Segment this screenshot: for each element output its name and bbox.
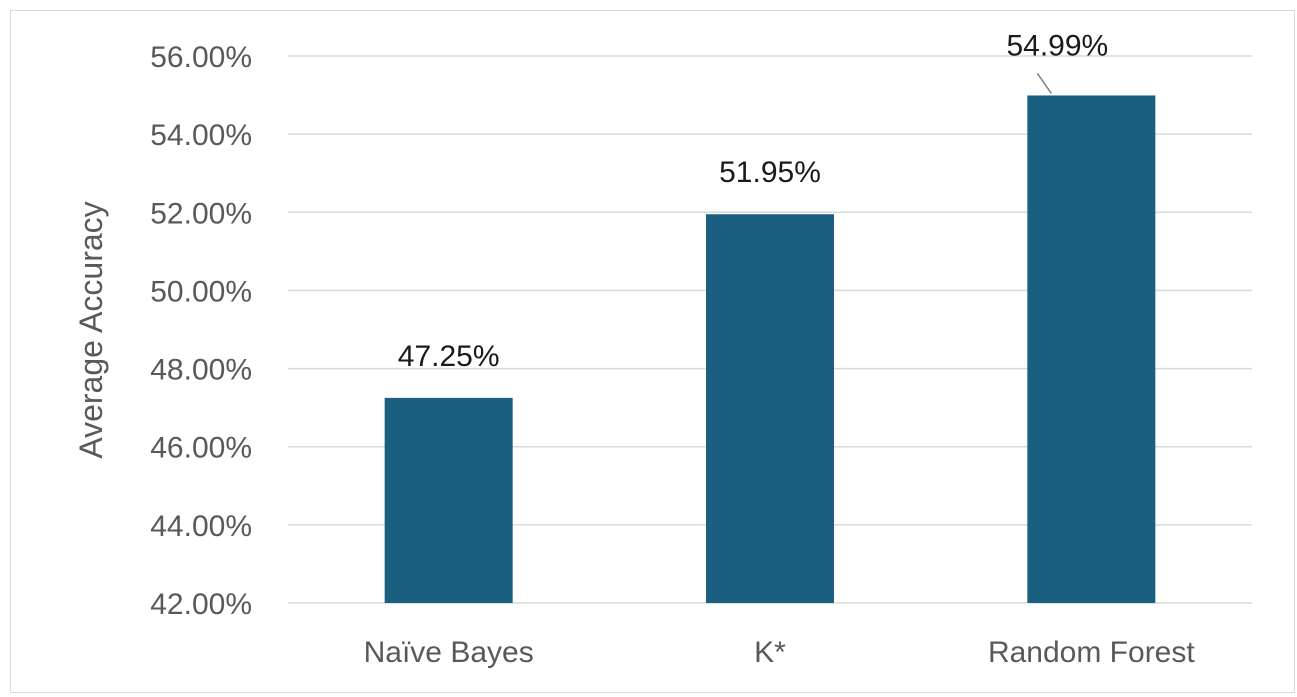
y-axis-title: Average Accuracy bbox=[73, 201, 109, 458]
y-tick-label: 46.00% bbox=[150, 432, 252, 465]
bars bbox=[384, 95, 1156, 603]
x-category-label: Naïve Bayes bbox=[364, 636, 534, 669]
bar bbox=[706, 214, 834, 603]
y-tick-label: 52.00% bbox=[150, 197, 252, 230]
x-axis-category-labels: Naïve Bayes K* Random Forest bbox=[364, 636, 1196, 669]
y-tick-label: 54.00% bbox=[150, 119, 252, 152]
y-tick-label: 50.00% bbox=[150, 275, 252, 308]
data-labels: 47.25% 51.95% 54.99% bbox=[398, 29, 1108, 372]
y-tick-label: 44.00% bbox=[150, 510, 252, 543]
bar bbox=[384, 397, 513, 603]
x-category-label: K* bbox=[754, 636, 786, 669]
data-label-leader-line bbox=[1036, 73, 1052, 94]
data-label: 54.99% bbox=[1006, 29, 1108, 62]
y-tick-label: 48.00% bbox=[150, 354, 252, 387]
y-tick-label: 42.00% bbox=[150, 588, 252, 621]
bar bbox=[1027, 95, 1156, 603]
y-tick-label: 56.00% bbox=[150, 41, 252, 74]
data-label: 51.95% bbox=[719, 156, 821, 189]
data-label: 47.25% bbox=[398, 340, 500, 373]
x-category-label: Random Forest bbox=[988, 636, 1195, 669]
y-axis-tick-labels: 42.00% 44.00% 46.00% 48.00% 50.00% 52.00% 54.0… bbox=[150, 41, 252, 621]
